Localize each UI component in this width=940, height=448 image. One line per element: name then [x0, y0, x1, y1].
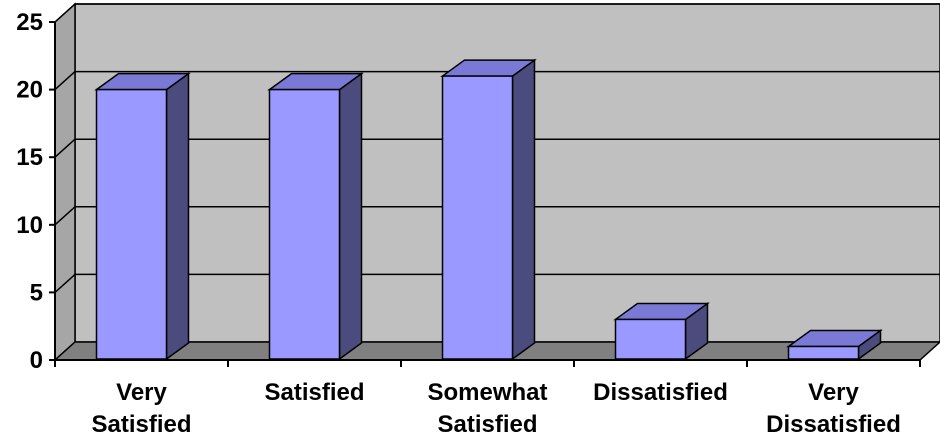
- gridline-side: [54, 3, 76, 23]
- bar: [614, 318, 687, 360]
- x-tick-label: Dissatisfied: [593, 379, 728, 406]
- bar-side: [511, 58, 536, 361]
- gridline-side: [54, 273, 76, 293]
- y-tick-label: 20: [16, 77, 43, 104]
- bar: [787, 345, 860, 360]
- y-tick-label: 25: [16, 9, 43, 36]
- y-tick-label: 15: [16, 144, 43, 171]
- plot-side-wall: [54, 2, 76, 362]
- gridline-side: [54, 206, 76, 226]
- bar: [268, 88, 341, 360]
- bar-side: [338, 72, 363, 361]
- gridline-side: [54, 71, 76, 91]
- x-tick-label: Dissatisfied: [766, 411, 901, 438]
- x-tick-label: Satisfied: [437, 411, 537, 438]
- gridline-side: [54, 138, 76, 158]
- x-tick-label: Satisfied: [91, 411, 191, 438]
- y-tick-label: 5: [30, 279, 43, 306]
- y-tick-label: 0: [30, 347, 43, 374]
- x-tick-label: Somewhat: [427, 379, 547, 406]
- bar-side: [165, 72, 190, 361]
- bar: [441, 75, 514, 360]
- x-tick-label: Very: [808, 379, 859, 406]
- y-tick-label: 10: [16, 212, 43, 239]
- x-tick-label: Very: [116, 379, 167, 406]
- bar: [95, 88, 168, 360]
- x-tick-label: Satisfied: [264, 379, 364, 406]
